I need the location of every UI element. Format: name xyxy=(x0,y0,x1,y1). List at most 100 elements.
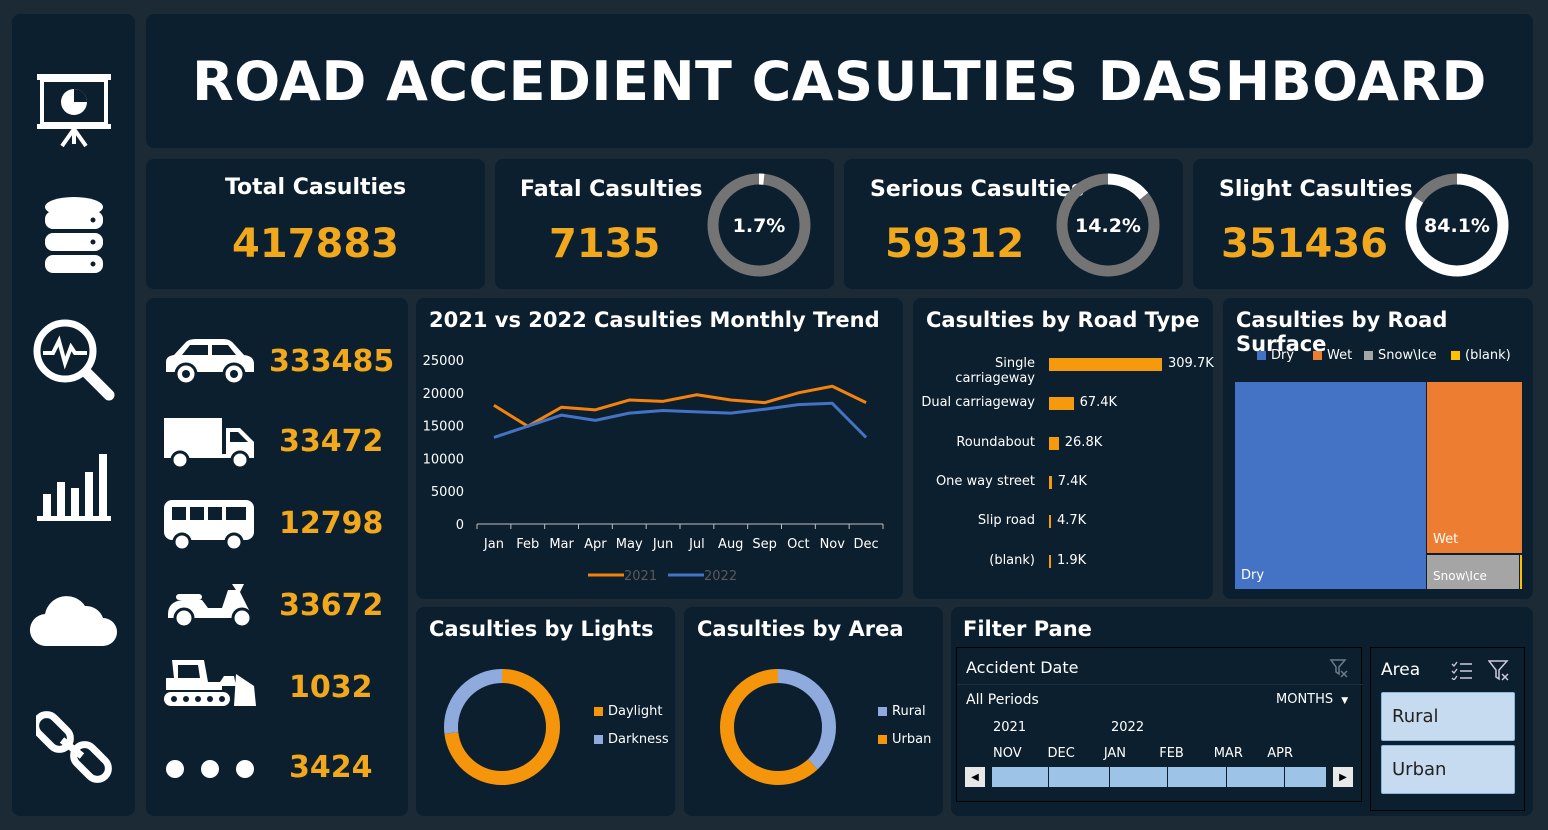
legend-blank: (blank) xyxy=(1451,348,1511,363)
road-type-card: Casulties by Road Type Single carriagewa… xyxy=(913,298,1214,599)
chevron-left-icon: ◀ xyxy=(971,771,979,783)
lights-title: Casulties by Lights xyxy=(429,617,654,641)
road-type-bar xyxy=(1049,436,1059,450)
y-tick-label: 0 xyxy=(456,518,464,533)
x-tick-label: Sep xyxy=(752,537,777,552)
slice-urban xyxy=(720,669,836,785)
bus-icon xyxy=(164,500,254,552)
kpi-slight-donut: 84.1% xyxy=(1405,173,1509,277)
vehicle-value: 12798 xyxy=(279,506,384,541)
road-type-value: 26.8K xyxy=(1064,434,1103,450)
analytics-icon[interactable] xyxy=(12,317,135,403)
road-type-bar xyxy=(1049,475,1052,489)
timeline-label: Accident Date xyxy=(966,658,1079,677)
trend-chart: 25000 20000 15000 10000 5000 0 Jan Feb Mar Apr May… xyxy=(423,354,884,584)
presentation-icon[interactable] xyxy=(12,70,135,150)
kpi-total-value: 417883 xyxy=(232,221,399,267)
road-type-chart: Single carriageway 309.7K Dual carriageway… xyxy=(913,298,1214,599)
vehicle-value: 3424 xyxy=(289,750,373,785)
scroll-left-button[interactable]: ◀ xyxy=(965,767,985,787)
legend-daylight: Daylight xyxy=(594,704,662,719)
x-tick-label: Apr xyxy=(584,537,607,552)
x-tick-label: Feb xyxy=(516,537,539,552)
x-tick-label: Aug xyxy=(718,537,743,552)
kpi-fatal: Fatal Casulties 7135 1.7% xyxy=(495,159,834,289)
road-type-bar xyxy=(1049,358,1162,371)
legend-label-2021: 2021 xyxy=(624,569,657,584)
chevron-down-icon: ▼ xyxy=(1341,696,1349,706)
timeline-slicer[interactable]: Accident Date All Periods MONTHS ▼ 2021 … xyxy=(956,647,1363,802)
road-surface-title: Casulties by Road Surface xyxy=(1236,308,1448,356)
area-card: Casulties by Area Rural Urban xyxy=(684,607,943,816)
kpi-total-label: Total Casulties xyxy=(224,175,407,200)
vehicle-row: 3424 xyxy=(146,738,408,798)
legend-label-2022: 2022 xyxy=(704,569,737,584)
area-donut xyxy=(720,669,836,785)
slight-arc xyxy=(1405,173,1509,277)
filter-pane: Filter Pane Accident Date All Periods MO… xyxy=(951,607,1533,816)
y-tick-label: 15000 xyxy=(423,420,464,435)
road-type-label: Slip road xyxy=(977,513,1035,529)
road-type-label: Single carriageway xyxy=(955,356,1035,386)
fatal-arc xyxy=(707,173,811,277)
road-type-label: Roundabout xyxy=(956,434,1035,450)
legend-snow-ice: Snow\Ice xyxy=(1364,348,1436,363)
clear-filter-icon[interactable] xyxy=(1488,660,1512,682)
vehicle-value: 33472 xyxy=(279,424,384,459)
scroll-right-button[interactable]: ▶ xyxy=(1333,767,1353,787)
treemap-cell-snow-ice: Snow\Ice xyxy=(1427,555,1519,589)
treemap-cell-wet: Wet xyxy=(1427,382,1522,553)
dashboard-title: ROAD ACCEDIENT CASULTIES DASHBOARD xyxy=(192,49,1487,113)
vehicle-value: 333485 xyxy=(269,344,395,379)
treemap-cell-dry: Dry xyxy=(1235,382,1426,589)
kpi-serious-donut: 14.2% xyxy=(1056,173,1160,277)
timeline-year: 2022 xyxy=(1111,720,1145,735)
road-type-bar xyxy=(1049,397,1074,411)
series-2021-line xyxy=(493,384,867,428)
tractor-icon xyxy=(164,660,256,706)
scooter-icon xyxy=(168,584,253,629)
cloud-icon[interactable] xyxy=(12,592,135,648)
road-type-value: 1.9K xyxy=(1057,552,1087,568)
kpi-serious-label: Serious Casulties xyxy=(870,177,1085,202)
clear-filter-icon[interactable] xyxy=(1329,658,1349,678)
x-tick-label: Jun xyxy=(652,537,673,552)
legend-rural: Rural xyxy=(878,704,926,719)
timeline-bar[interactable] xyxy=(992,767,1326,787)
timeline-year: 2021 xyxy=(993,720,1027,735)
vehicle-row: 12798 xyxy=(146,498,408,558)
kpi-fatal-donut: 1.7% xyxy=(707,173,811,277)
area-slicer: Area Rural Urban xyxy=(1370,647,1525,811)
road-surface-card: Casulties by Road Surface Dry Wet Snow\I… xyxy=(1223,298,1533,599)
kpi-fatal-value: 7135 xyxy=(549,221,661,267)
kpi-serious-value: 59312 xyxy=(885,221,1025,267)
multi-select-icon[interactable] xyxy=(1451,660,1473,680)
link-icon[interactable] xyxy=(12,710,135,786)
road-type-label: One way street xyxy=(935,473,1035,489)
area-option-urban[interactable]: Urban xyxy=(1381,745,1515,794)
kpi-slight-pct: 84.1% xyxy=(1424,215,1490,237)
vehicle-panel: 333485 33472 12798 33 xyxy=(146,298,408,816)
database-icon[interactable] xyxy=(12,196,135,276)
kpi-serious: Serious Casulties 59312 14.2% xyxy=(844,159,1183,289)
y-tick-label: 10000 xyxy=(423,452,464,467)
y-tick-label: 25000 xyxy=(423,354,464,369)
title-panel: ROAD ACCEDIENT CASULTIES DASHBOARD xyxy=(146,14,1533,148)
vehicle-row: 1032 xyxy=(146,656,408,716)
x-tick-label: Dec xyxy=(854,537,879,552)
road-type-bar xyxy=(1049,515,1051,529)
chevron-right-icon: ▶ xyxy=(1339,771,1347,783)
kpi-fatal-label: Fatal Casulties xyxy=(520,177,703,202)
vehicle-row: 333485 xyxy=(146,334,408,394)
area-slicer-label: Area xyxy=(1381,660,1421,680)
kpi-slight: Slight Casulties 351436 84.1% xyxy=(1193,159,1533,289)
legend-urban: Urban xyxy=(878,732,931,747)
bar-chart-icon[interactable] xyxy=(12,450,135,522)
x-tick-label: Nov xyxy=(820,537,846,552)
timeline-period: All Periods xyxy=(966,692,1039,708)
road-type-value: 4.7K xyxy=(1057,513,1087,529)
timeline-unit-select[interactable]: MONTHS ▼ xyxy=(1276,692,1349,707)
area-option-rural[interactable]: Rural xyxy=(1381,692,1515,741)
y-tick-label: 20000 xyxy=(423,387,464,402)
kpi-serious-pct: 14.2% xyxy=(1075,215,1141,237)
